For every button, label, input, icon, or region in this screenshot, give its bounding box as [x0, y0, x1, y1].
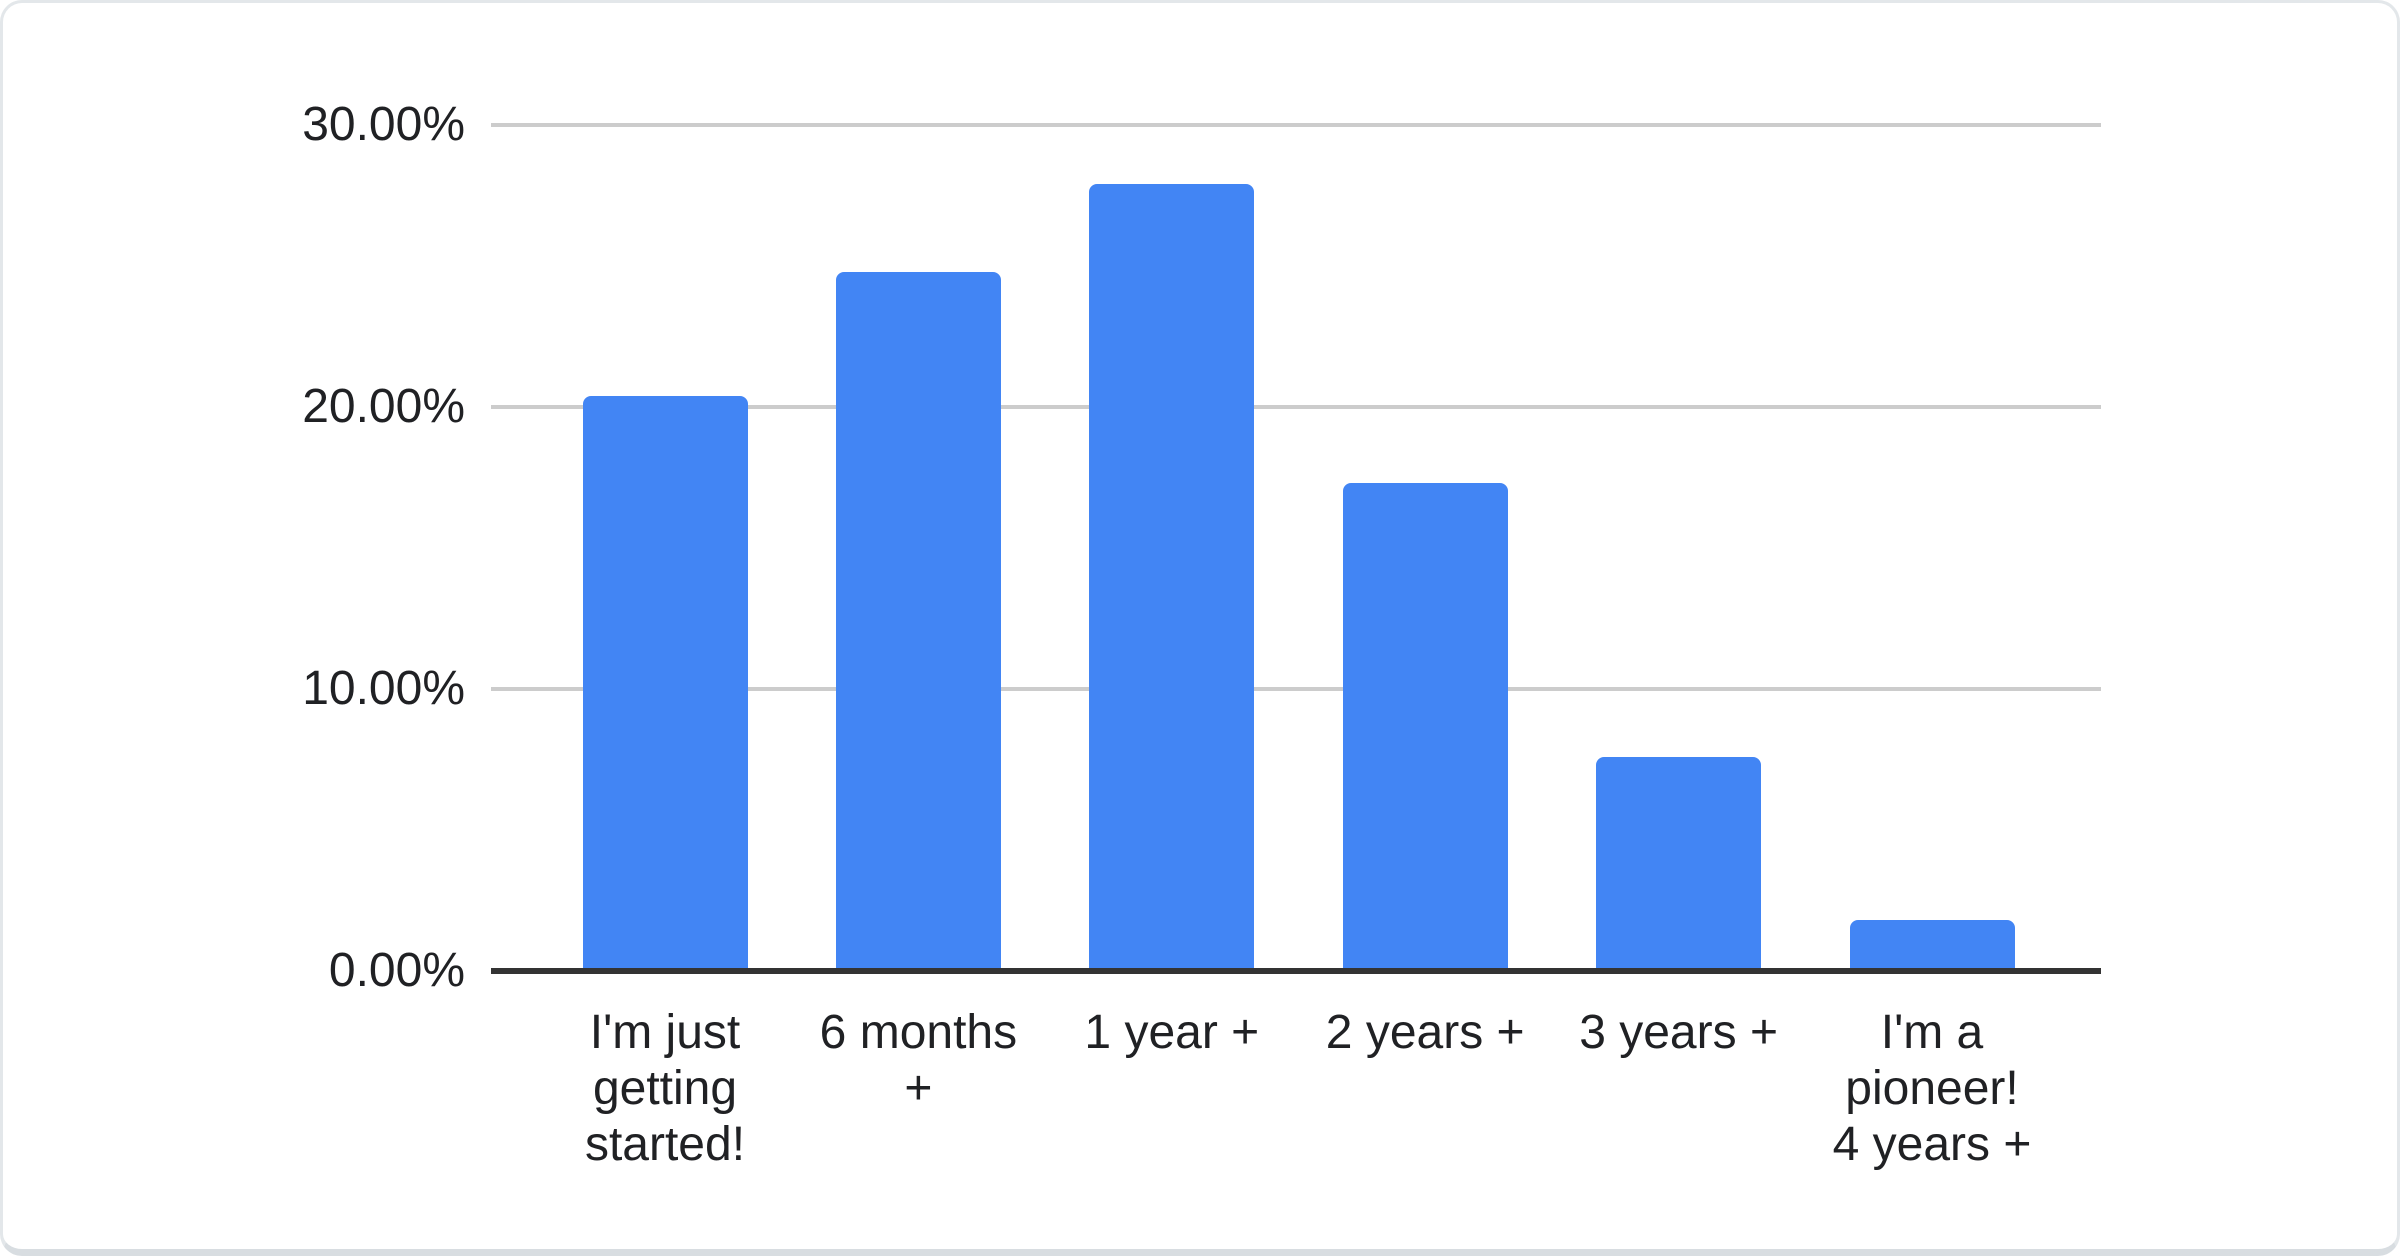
y-axis-labels: 0.00% 10.00% 20.00% 30.00% — [3, 3, 465, 1259]
bar — [1849, 920, 2015, 971]
x-category-label: 6 months + — [819, 1006, 1018, 1115]
y-tick-label: 20.00% — [302, 380, 465, 433]
axis-baseline — [491, 968, 2101, 974]
y-tick-label: 0.00% — [328, 944, 465, 997]
y-tick-label: 10.00% — [302, 662, 465, 715]
bar — [835, 271, 1001, 971]
x-category-label: 1 year + — [1084, 1006, 1260, 1059]
bar — [1089, 184, 1255, 971]
y-tick-label: 30.00% — [302, 98, 465, 151]
gridline — [491, 405, 2101, 409]
x-axis-labels: I'm just getting started! 6 months + 1 yea… — [491, 1005, 2101, 1235]
bar — [1342, 483, 1508, 971]
x-category-label: I'm a pioneer! 4 years + — [1832, 1006, 2032, 1171]
bar — [1596, 756, 1762, 971]
x-category-label: 2 years + — [1325, 1006, 1525, 1059]
gridline — [491, 123, 2101, 127]
bar — [582, 395, 748, 971]
gridline — [491, 687, 2101, 691]
bar-chart: 0.00% 10.00% 20.00% 30.00% I'm just getting… — [3, 3, 2400, 1259]
plot-area — [491, 123, 2101, 974]
x-category-label: 3 years + — [1579, 1006, 1778, 1059]
x-category-label: I'm just getting started! — [584, 1006, 746, 1171]
